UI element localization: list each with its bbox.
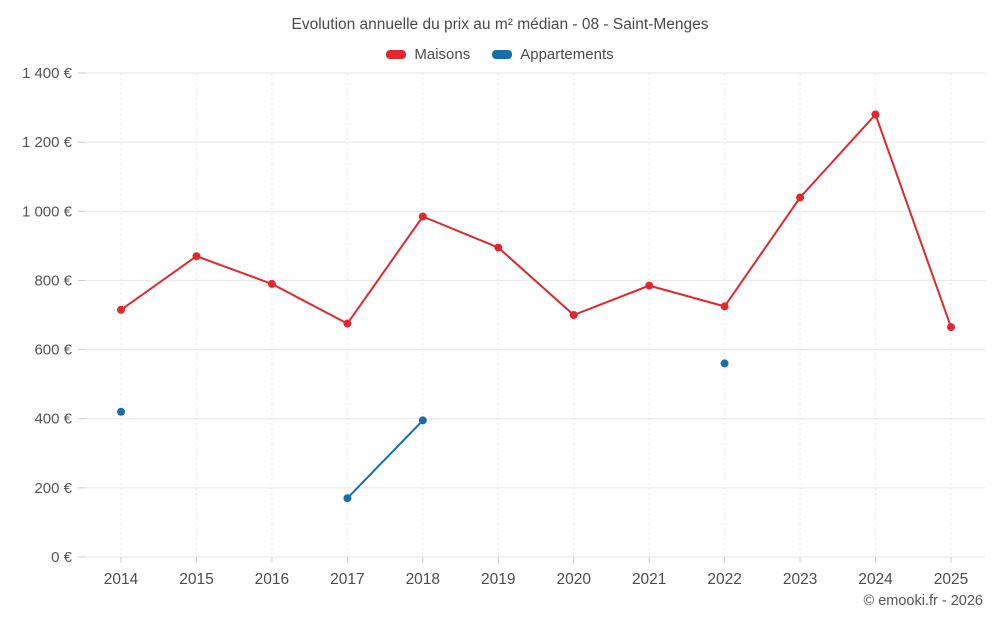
chart-title: Evolution annuelle du prix au m² médian …: [291, 16, 709, 33]
y-axis-label: 1 000 €: [22, 203, 73, 220]
x-axis-label: 2023: [783, 571, 817, 588]
data-point-maisons[interactable]: [192, 252, 201, 261]
data-point-appartements[interactable]: [117, 407, 125, 416]
x-axis-label: 2015: [179, 571, 213, 588]
data-point-maisons[interactable]: [267, 279, 276, 288]
y-axis-label: 800 €: [34, 272, 72, 289]
data-point-maisons[interactable]: [117, 305, 125, 314]
x-axis-label: 2024: [858, 571, 893, 588]
data-point-appartements[interactable]: [720, 359, 729, 368]
x-axis-label: 2016: [255, 571, 289, 588]
copyright: © emooki.fr - 2026: [863, 593, 983, 609]
x-axis-label: 2019: [481, 571, 515, 588]
x-axis-label: 2018: [406, 571, 440, 588]
x-axis-label: 2025: [934, 571, 968, 588]
legend: Maisons Appartements: [0, 46, 1000, 63]
data-point-maisons[interactable]: [494, 243, 503, 252]
data-point-maisons[interactable]: [720, 302, 729, 311]
x-axis-label: 2020: [556, 571, 591, 588]
legend-item-appartements[interactable]: Appartements: [492, 46, 614, 63]
data-point-maisons[interactable]: [343, 319, 352, 328]
data-point-maisons[interactable]: [947, 323, 955, 332]
x-axis-label: 2017: [330, 571, 364, 588]
y-axis-label: 400 €: [34, 411, 72, 428]
y-axis-label: 1 200 €: [22, 134, 73, 151]
data-point-appartements[interactable]: [343, 494, 352, 503]
data-point-maisons[interactable]: [871, 110, 880, 119]
data-point-maisons[interactable]: [418, 212, 427, 221]
data-point-maisons[interactable]: [645, 281, 654, 290]
x-axis-label: 2021: [632, 571, 666, 588]
data-point-maisons[interactable]: [796, 193, 805, 202]
data-point-appartements[interactable]: [418, 416, 427, 425]
y-axis-label: 600 €: [34, 342, 72, 359]
series-line-appartements: [347, 363, 724, 498]
series-line-maisons: [120, 113, 952, 329]
y-axis-label: 0 €: [51, 549, 73, 566]
legend-item-maisons[interactable]: Maisons: [386, 46, 470, 63]
y-axis-label: 1 400 €: [22, 65, 73, 82]
y-axis-label: 200 €: [34, 480, 72, 497]
legend-label-appartements: Appartements: [520, 46, 614, 63]
legend-swatch-appartements-icon: [492, 50, 513, 59]
legend-swatch-maisons-icon: [386, 50, 407, 59]
x-axis-label: 2022: [707, 571, 741, 588]
x-axis-label: 2014: [104, 571, 139, 588]
legend-label-maisons: Maisons: [414, 46, 471, 63]
data-point-maisons[interactable]: [569, 311, 578, 319]
